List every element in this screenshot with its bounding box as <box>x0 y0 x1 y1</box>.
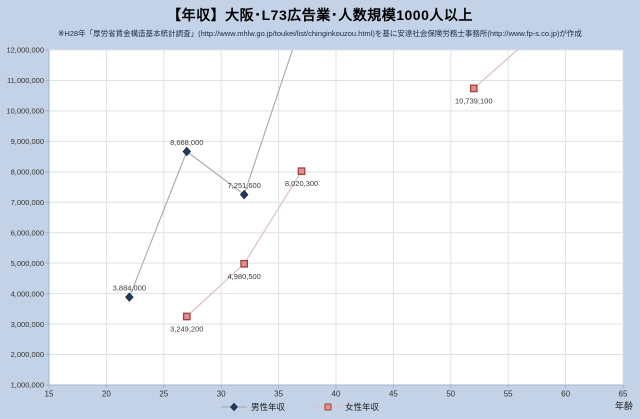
data-point-label: 10,739,100 <box>455 96 493 105</box>
legend-label: 男性年収 <box>250 402 285 412</box>
y-tick-label: 9,000,000 <box>11 137 44 146</box>
chart-legend: 男性年収 女性年収 <box>0 401 600 413</box>
legend-item: 女性年収 <box>315 401 379 413</box>
y-tick-label: 11,000,000 <box>7 76 44 85</box>
data-point-marker <box>182 312 191 321</box>
chart-title: 【年収】大阪･L73広告業･人数規模1000人以上 <box>167 7 473 23</box>
data-point-label: 8,020,300 <box>285 179 318 188</box>
y-tick-label: 2,000,000 <box>11 350 44 359</box>
series-line <box>473 50 519 89</box>
x-tick-label: 30 <box>217 390 226 399</box>
x-tick-label: 15 <box>45 390 54 399</box>
data-point-marker <box>469 84 478 93</box>
data-point-label: 8,668,000 <box>170 138 203 147</box>
data-point-label: 3,884,000 <box>113 284 146 293</box>
x-tick-label: 20 <box>102 390 111 399</box>
data-point-label: 7,251,600 <box>227 181 260 190</box>
y-tick-label: 8,000,000 <box>11 168 44 177</box>
legend-label: 女性年収 <box>345 402 380 412</box>
legend-diamond-marker-icon <box>220 402 247 412</box>
legend-item: 男性年収 <box>220 401 285 413</box>
data-point-marker <box>239 189 249 200</box>
y-tick-label: 3,000,000 <box>11 320 44 329</box>
x-tick-label: 65 <box>619 390 628 399</box>
series-line <box>128 50 294 298</box>
x-tick-label: 60 <box>561 390 570 399</box>
y-tick-label: 12,000,000 <box>6 46 44 55</box>
chart-source-note: ※H28年「厚労省賃金構造基本統計調査」(http://www.mhlw.go.… <box>58 29 582 38</box>
legend-square-marker-icon <box>315 403 341 411</box>
x-tick-label: 35 <box>274 390 283 399</box>
data-point-marker <box>125 292 134 302</box>
data-point-label: 4,980,500 <box>227 272 260 281</box>
data-point-marker <box>182 146 192 157</box>
x-tick-label: 55 <box>504 390 513 399</box>
data-point-marker <box>297 167 306 176</box>
y-tick-label: 5,000,000 <box>11 259 44 268</box>
x-axis-title: 年齢 <box>614 401 633 411</box>
y-tick-label: 4,000,000 <box>11 289 44 298</box>
y-tick-label: 1,000,000 <box>11 381 44 390</box>
x-tick-label: 25 <box>159 390 168 399</box>
data-point-label: 3,249,200 <box>170 325 203 334</box>
x-tick-label: 40 <box>332 390 341 399</box>
x-tick-label: 45 <box>389 390 398 399</box>
data-point-marker <box>240 259 249 268</box>
y-tick-label: 7,000,000 <box>11 198 44 207</box>
y-tick-label: 6,000,000 <box>11 228 44 237</box>
y-tick-label: 10,000,000 <box>6 107 44 116</box>
x-tick-label: 50 <box>446 390 455 399</box>
